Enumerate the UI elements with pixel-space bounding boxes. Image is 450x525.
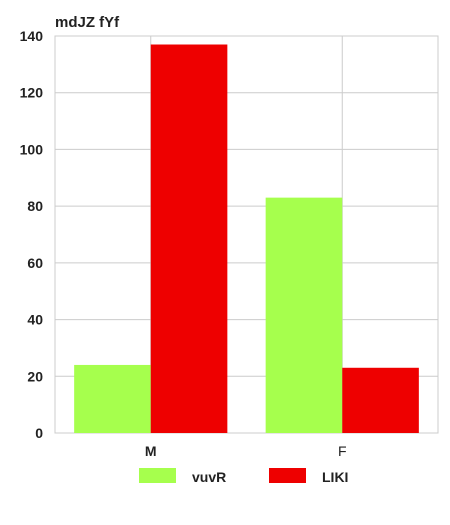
y-tick-label: 120 (20, 85, 44, 101)
bar-vuvR-M (74, 364, 151, 433)
bar-LIKI-F (342, 367, 419, 433)
x-tick-label: F (338, 443, 347, 459)
legend-swatch-LIKI (269, 468, 306, 483)
plot-frame (54, 35, 439, 434)
bar-vuvR-F (265, 197, 343, 433)
y-tick-label: 80 (27, 198, 43, 214)
legend: vuvR LIKI (139, 468, 348, 485)
y-tick-label: 140 (20, 28, 44, 44)
legend-label-vuvR: vuvR (192, 469, 226, 485)
legend-swatch-vuvR (139, 468, 176, 483)
bar-LIKI-M (150, 44, 228, 433)
y-tick-label: 100 (20, 141, 44, 157)
axes: 0 20 40 60 80 100 120 140 M F (20, 28, 347, 459)
y-tick-label: 60 (27, 255, 43, 271)
y-tick-label: 0 (35, 425, 43, 441)
legend-label-LIKI: LIKI (322, 469, 348, 485)
chart-title: mdJZ fYf (55, 14, 120, 31)
x-tick-label: M (145, 443, 157, 459)
y-tick-label: 20 (27, 368, 43, 384)
bars (74, 44, 419, 433)
y-tick-label: 40 (27, 312, 43, 328)
